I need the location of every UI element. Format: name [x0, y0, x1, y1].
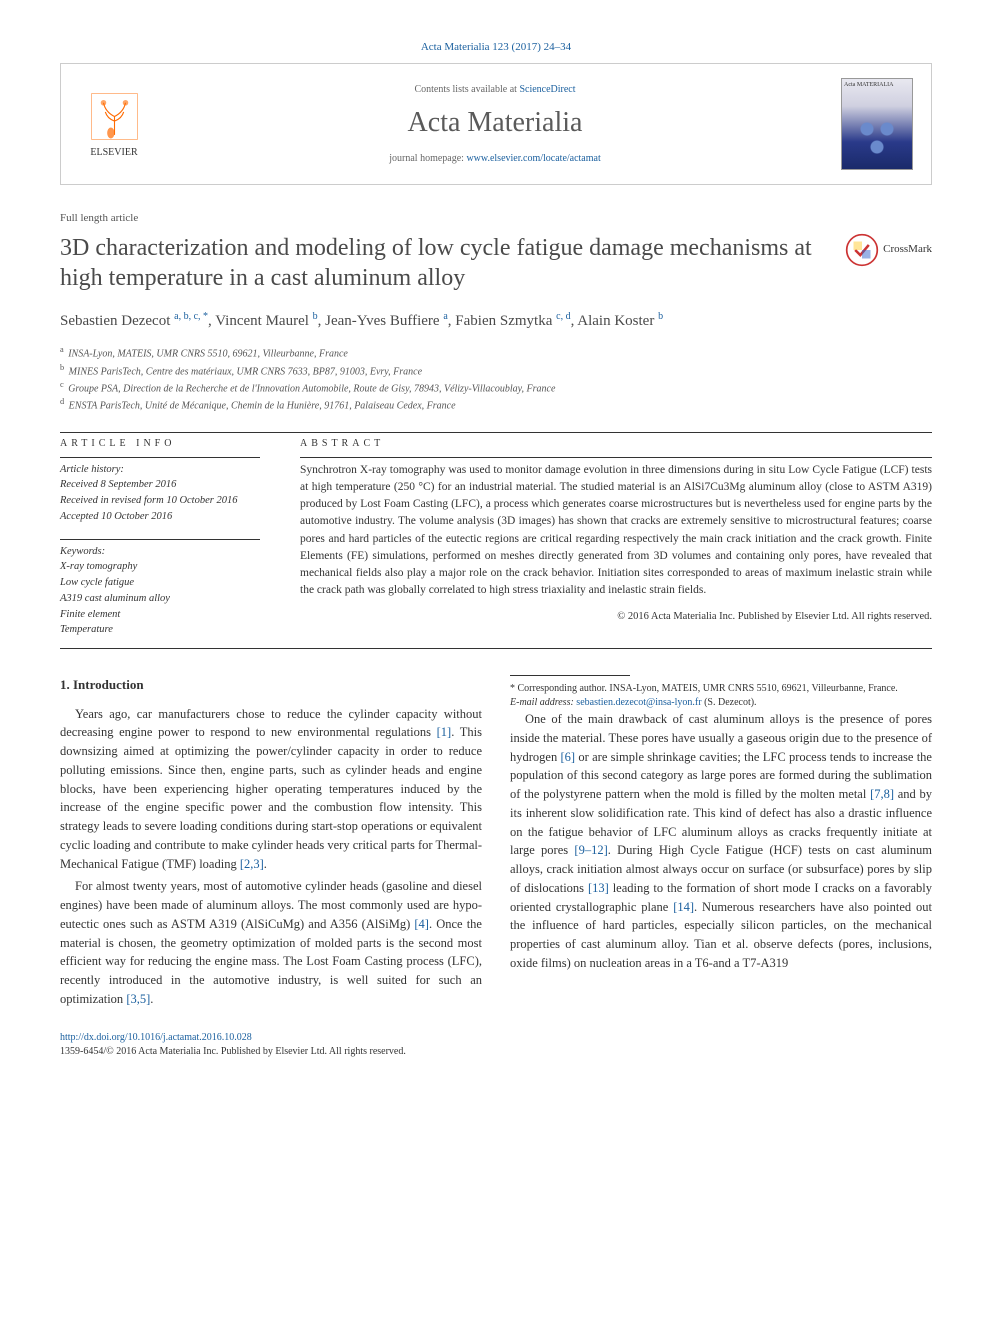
- citation-link[interactable]: [3,5]: [126, 992, 150, 1006]
- citation-link[interactable]: [6]: [561, 750, 576, 764]
- footnote-separator: [510, 675, 630, 676]
- body-text: 1. Introduction Years ago, car manufactu…: [60, 675, 932, 1009]
- citation-link[interactable]: [2,3]: [240, 857, 264, 871]
- journal-cover-thumbnail: Acta MATERIALIA: [841, 78, 913, 170]
- journal-name: Acta Materialia: [149, 103, 841, 142]
- citation-line: Acta Materialia 123 (2017) 24–34: [60, 40, 932, 55]
- crossmark-badge[interactable]: CrossMark: [845, 233, 932, 267]
- homepage-line: journal homepage: www.elsevier.com/locat…: [149, 152, 841, 166]
- divider: [60, 539, 260, 540]
- article-type: Full length article: [60, 211, 932, 226]
- citation-link[interactable]: [13]: [588, 881, 609, 895]
- citation-link[interactable]: [4]: [414, 917, 429, 931]
- article-title: 3D characterization and modeling of low …: [60, 233, 845, 293]
- paragraph: For almost twenty years, most of automot…: [60, 877, 482, 1008]
- divider: [60, 432, 932, 433]
- citation-link[interactable]: [1]: [437, 725, 452, 739]
- divider: [60, 648, 932, 649]
- citation-link[interactable]: [7,8]: [870, 787, 894, 801]
- section-heading-1: 1. Introduction: [60, 675, 482, 695]
- footnotes: * Corresponding author. INSA-Lyon, MATEI…: [510, 682, 932, 710]
- homepage-link[interactable]: www.elsevier.com/locate/actamat: [466, 153, 600, 164]
- article-info-label: ARTICLE INFO: [60, 437, 260, 451]
- paragraph: Years ago, car manufacturers chose to re…: [60, 705, 482, 874]
- publisher-name: ELSEVIER: [90, 146, 137, 160]
- article-history: Article history: Received 8 September 20…: [60, 462, 260, 525]
- abstract-label: ABSTRACT: [300, 437, 932, 451]
- keywords-block: Keywords: X-ray tomographyLow cycle fati…: [60, 539, 260, 639]
- paragraph: One of the main drawback of cast aluminu…: [510, 710, 932, 973]
- contents-available: Contents lists available at ScienceDirec…: [149, 83, 841, 97]
- issn-copyright: 1359-6454/© 2016 Acta Materialia Inc. Pu…: [60, 1045, 932, 1059]
- affiliations: a INSA-Lyon, MATEIS, UMR CNRS 5510, 6962…: [60, 344, 932, 413]
- divider: [300, 457, 932, 458]
- citation-link[interactable]: [9–12]: [574, 843, 607, 857]
- citation-link[interactable]: [14]: [673, 900, 694, 914]
- corresponding-author: * Corresponding author. INSA-Lyon, MATEI…: [510, 682, 932, 696]
- elsevier-tree-icon: [87, 89, 142, 144]
- sciencedirect-link[interactable]: ScienceDirect: [519, 84, 575, 95]
- crossmark-icon: [845, 233, 879, 267]
- email-link[interactable]: sebastien.dezecot@insa-lyon.fr: [576, 697, 701, 708]
- email-line: E-mail address: sebastien.dezecot@insa-l…: [510, 696, 932, 710]
- divider: [60, 457, 260, 458]
- abstract-text: Synchrotron X-ray tomography was used to…: [300, 462, 932, 600]
- authors-list: Sebastien Dezecot a, b, c, *, Vincent Ma…: [60, 309, 932, 333]
- doi-link[interactable]: http://dx.doi.org/10.1016/j.actamat.2016…: [60, 1032, 252, 1043]
- copyright-line: © 2016 Acta Materialia Inc. Published by…: [300, 610, 932, 625]
- page-footer: http://dx.doi.org/10.1016/j.actamat.2016…: [60, 1031, 932, 1059]
- journal-header: ELSEVIER Contents lists available at Sci…: [60, 63, 932, 185]
- publisher-logo: ELSEVIER: [79, 84, 149, 164]
